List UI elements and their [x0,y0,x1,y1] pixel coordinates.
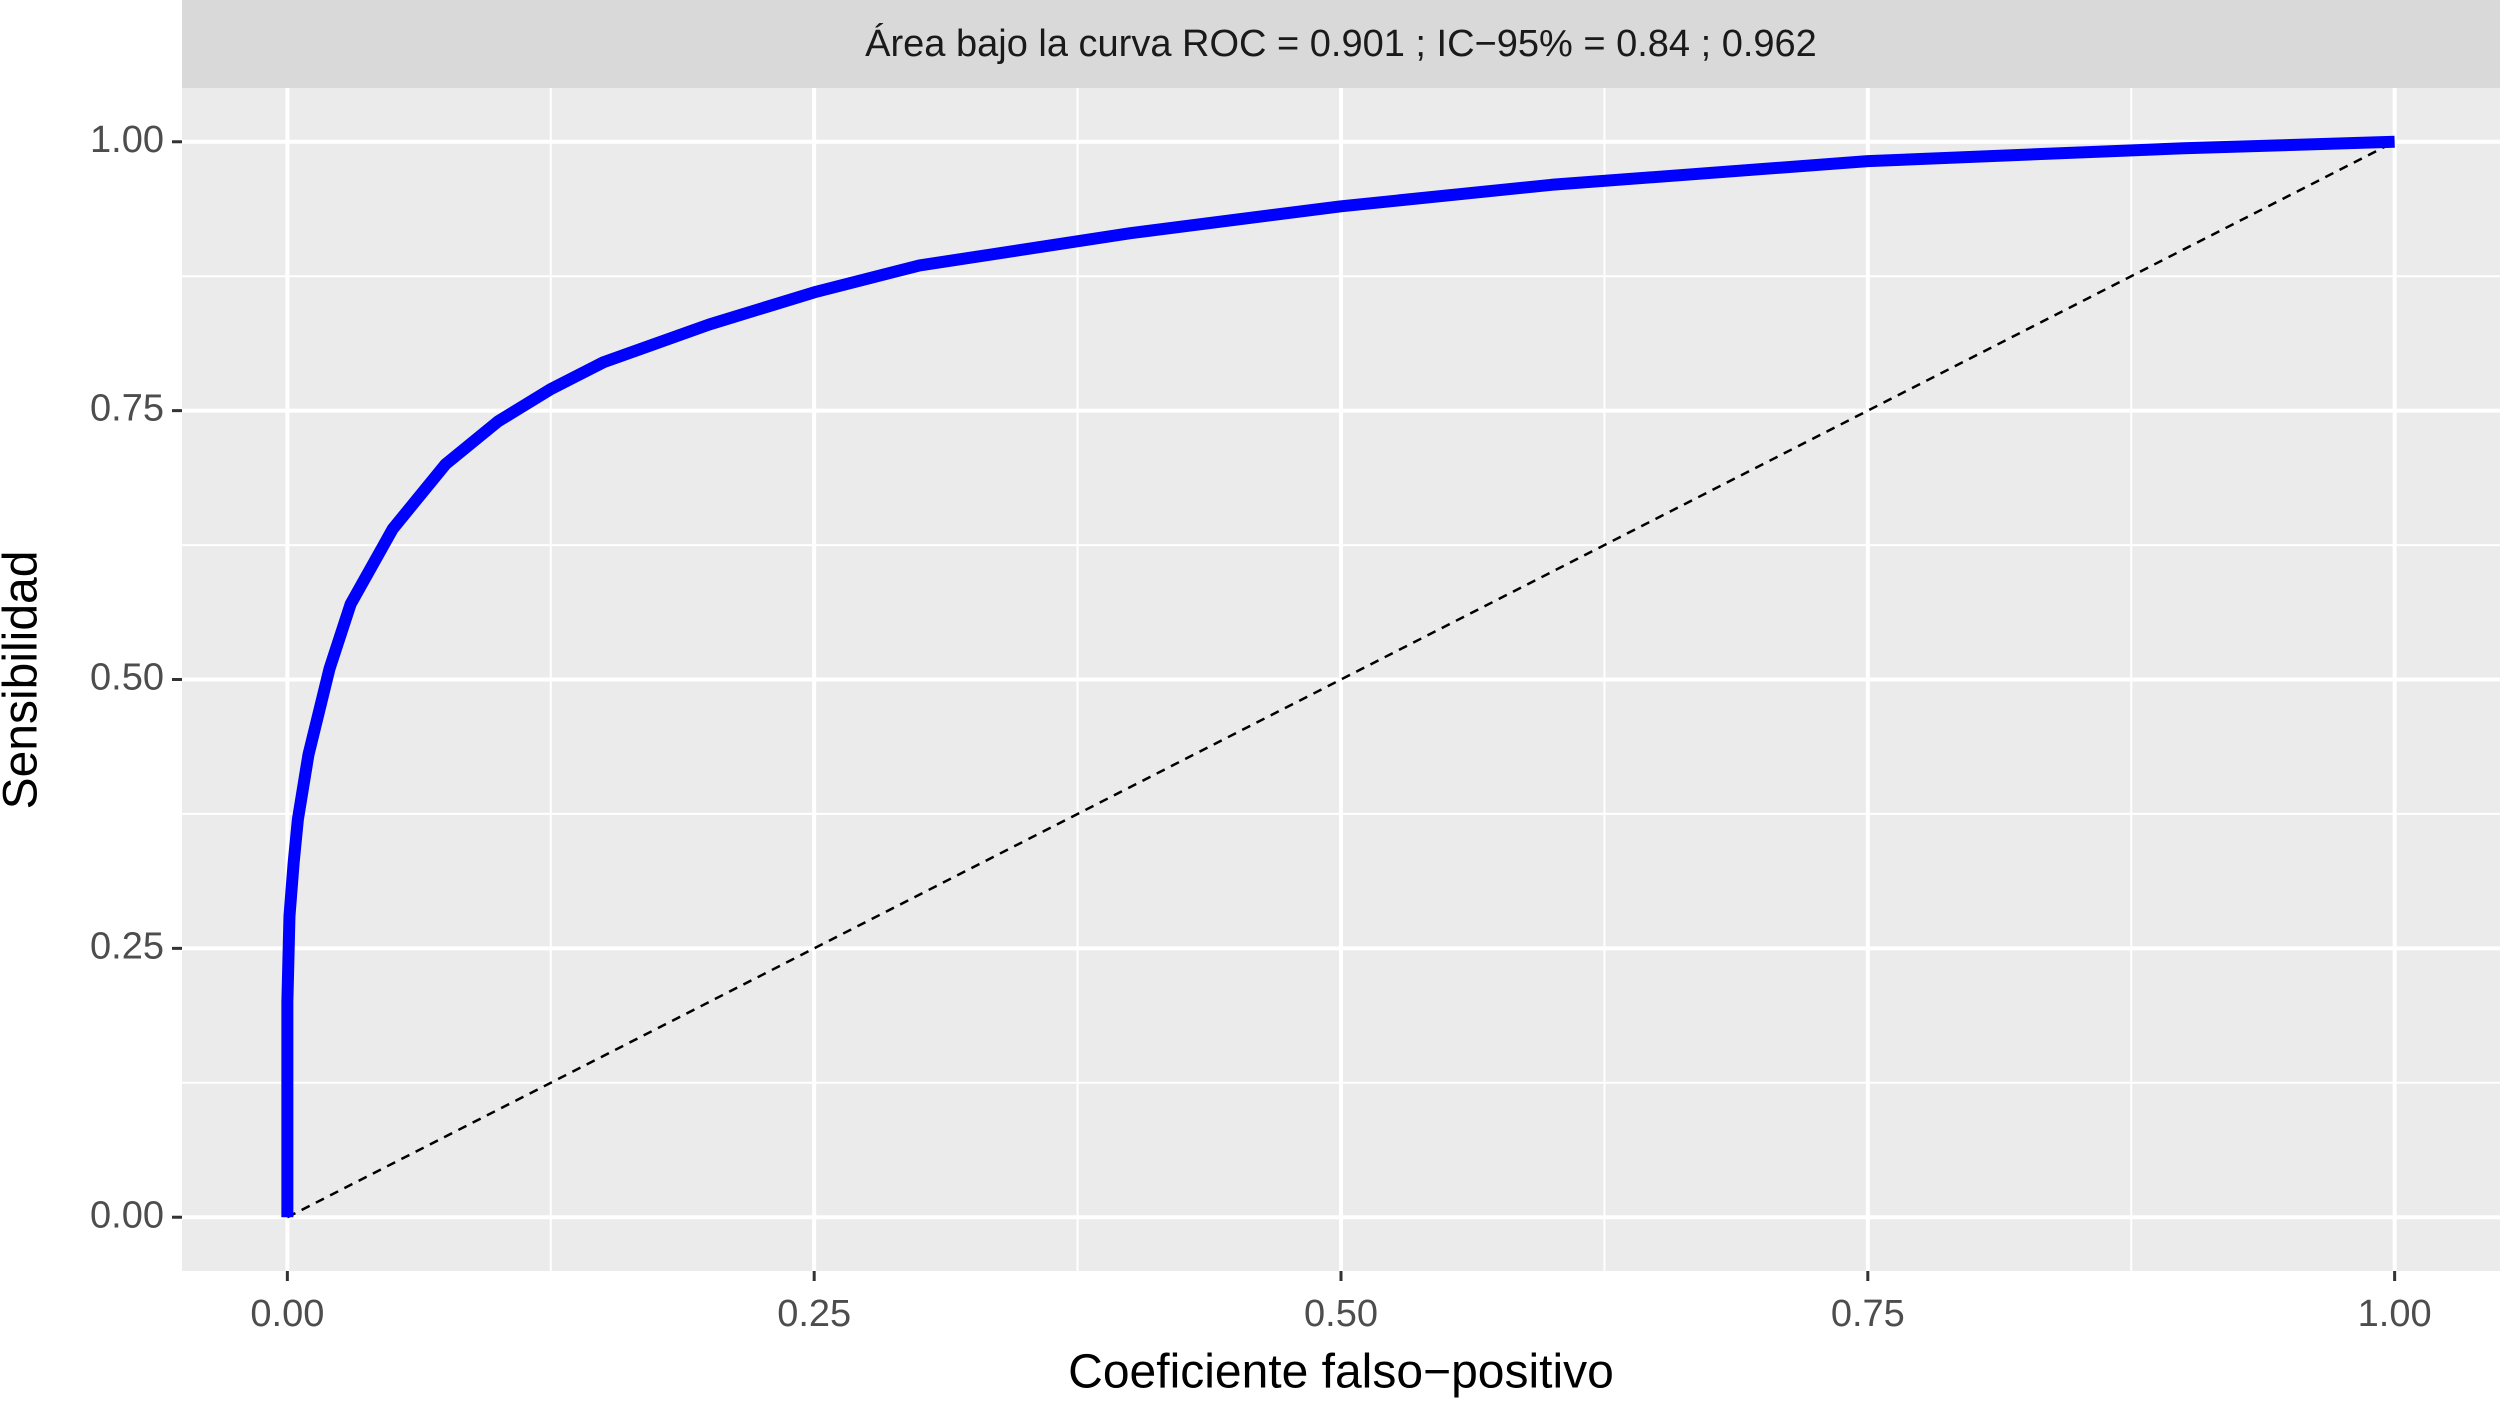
x-tick-label: 0.25 [777,1293,851,1335]
x-axis-title: Coeficiente falso−positivo [1068,1346,1614,1399]
chart-title: Área bajo la curva ROC = 0.901 ; IC−95% … [865,22,1817,65]
y-tick-label: 1.00 [90,119,164,161]
roc-curve [281,135,2395,1218]
x-tick-label: 0.75 [1831,1293,1905,1335]
x-tick-label: 0.00 [250,1293,324,1335]
x-tick-label: 1.00 [2358,1293,2432,1335]
y-tick-label: 0.75 [90,388,164,430]
y-tick-label: 0.50 [90,657,164,699]
reference-line [286,140,2396,1219]
x-tick-label: 0.50 [1304,1293,1378,1335]
strip [182,0,2500,88]
y-tick-label: 0.00 [90,1194,164,1236]
y-axis-title: Sensibilidad [0,551,48,810]
y-tick-label: 0.25 [90,925,164,967]
